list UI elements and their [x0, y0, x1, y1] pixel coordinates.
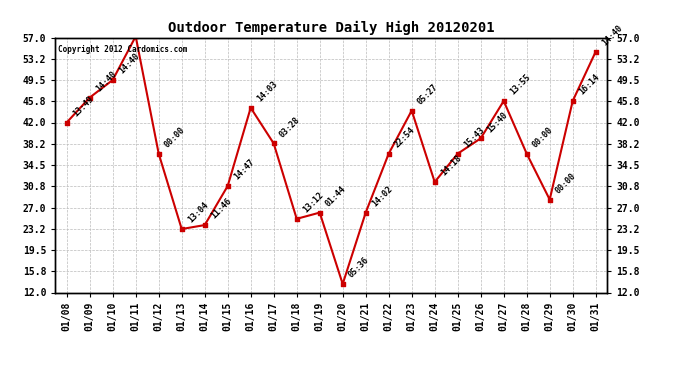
- Text: 13:04: 13:04: [186, 201, 210, 225]
- Text: 14:40: 14:40: [600, 24, 624, 48]
- Text: 13:49: 13:49: [71, 94, 95, 118]
- Point: [475, 135, 486, 141]
- Point: [429, 179, 440, 185]
- Point: [153, 151, 164, 157]
- Point: [84, 94, 95, 100]
- Point: [176, 226, 187, 232]
- Point: [360, 210, 371, 216]
- Title: Outdoor Temperature Daily High 20120201: Outdoor Temperature Daily High 20120201: [168, 21, 495, 35]
- Point: [291, 216, 302, 222]
- Text: 00:00: 00:00: [531, 126, 555, 150]
- Point: [268, 141, 279, 147]
- Text: 15:40: 15:40: [485, 110, 509, 134]
- Point: [199, 222, 210, 228]
- Text: 14:40: 14:40: [94, 69, 118, 93]
- Text: 14:18: 14:18: [439, 154, 463, 178]
- Text: 14:03: 14:03: [255, 80, 279, 104]
- Text: 05:36: 05:36: [347, 256, 371, 280]
- Point: [222, 183, 233, 189]
- Point: [130, 33, 141, 39]
- Text: 15:43: 15:43: [462, 126, 486, 150]
- Point: [590, 49, 601, 55]
- Point: [107, 77, 118, 83]
- Text: 14:40: 14:40: [117, 52, 141, 76]
- Point: [383, 151, 394, 157]
- Text: 14:47: 14:47: [232, 158, 256, 182]
- Point: [314, 210, 325, 216]
- Text: 05:27: 05:27: [416, 82, 440, 106]
- Text: 03:28: 03:28: [278, 115, 302, 139]
- Point: [337, 281, 348, 287]
- Text: 13:17: 13:17: [0, 374, 1, 375]
- Point: [567, 98, 578, 104]
- Text: 13:12: 13:12: [301, 190, 325, 214]
- Text: 11:46: 11:46: [209, 197, 233, 221]
- Point: [452, 151, 463, 157]
- Text: 01:44: 01:44: [324, 184, 348, 209]
- Text: 22:54: 22:54: [393, 126, 417, 150]
- Point: [61, 120, 72, 126]
- Text: 00:00: 00:00: [163, 126, 187, 150]
- Text: 13:55: 13:55: [508, 73, 532, 97]
- Text: Copyright 2012 Cardomics.com: Copyright 2012 Cardomics.com: [58, 45, 188, 54]
- Point: [406, 108, 417, 114]
- Text: 16:14: 16:14: [577, 73, 601, 97]
- Point: [521, 151, 532, 157]
- Point: [245, 105, 256, 111]
- Point: [498, 98, 509, 104]
- Point: [544, 196, 555, 202]
- Text: 00:00: 00:00: [554, 171, 578, 195]
- Text: 14:02: 14:02: [370, 184, 394, 209]
